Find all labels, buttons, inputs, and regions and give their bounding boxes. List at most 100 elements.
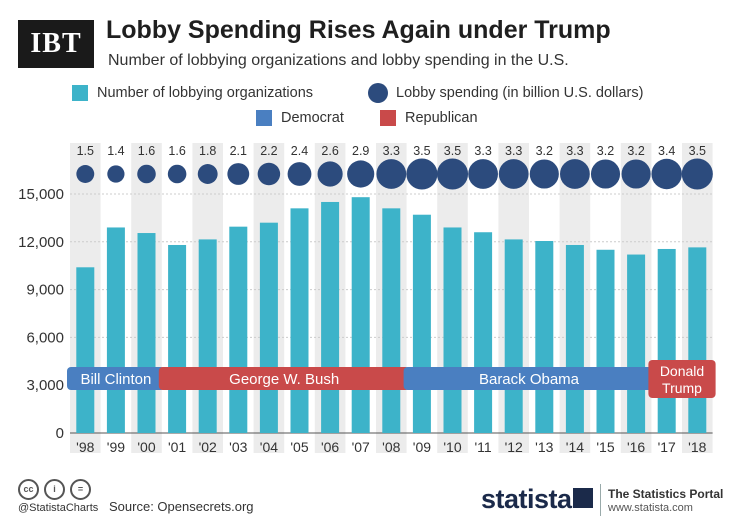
bar-lobbying-orgs	[412, 214, 431, 433]
x-tick-label: '15	[596, 439, 614, 455]
spending-label: 3.3	[505, 144, 522, 158]
x-tick-label: '00	[137, 439, 155, 455]
spending-label: 3.5	[689, 144, 706, 158]
attribution-icon: i	[44, 479, 65, 500]
president-label: Donald	[660, 363, 704, 379]
spending-label: 2.1	[230, 144, 247, 158]
bar-lobbying-orgs	[504, 239, 523, 433]
spending-label: 3.2	[536, 144, 553, 158]
cc-license-icon: cc	[18, 479, 39, 500]
spending-label: 1.4	[107, 144, 124, 158]
chart-title: Lobby Spending Rises Again under Trump	[106, 16, 611, 44]
statista-logo: statista	[481, 484, 572, 514]
x-tick-label: '98	[76, 439, 94, 455]
x-tick-label: '04	[260, 439, 278, 455]
chart-subtitle: Number of lobbying organizations and lob…	[108, 52, 569, 69]
bar-lobbying-orgs	[565, 244, 584, 433]
x-tick-label: '08	[382, 439, 400, 455]
president-label: George W. Bush	[229, 371, 339, 388]
y-tick-label: 9,000	[26, 282, 64, 299]
legend-republican: Republican	[380, 110, 478, 126]
spending-dot	[621, 159, 651, 189]
spending-dot	[167, 164, 187, 184]
legend-spending-label: Lobby spending (in billion U.S. dollars)	[396, 85, 644, 101]
spending-label: 1.8	[199, 144, 216, 158]
legend-democrat-label: Democrat	[281, 110, 344, 126]
president-band	[67, 367, 165, 390]
bar-lobbying-orgs	[474, 232, 493, 433]
president-band	[403, 367, 655, 390]
x-tick-label: '06	[321, 439, 339, 455]
footer-handle: @StatistaCharts	[18, 502, 99, 514]
bar-lobbying-orgs	[198, 239, 217, 433]
president-band	[648, 360, 716, 398]
spending-label: 3.3	[566, 144, 583, 158]
x-tick-label: '05	[290, 439, 308, 455]
x-tick-label: '13	[535, 439, 553, 455]
legend-spending-swatch	[368, 83, 388, 103]
bar-lobbying-orgs	[168, 244, 187, 433]
bar-lobbying-orgs	[596, 249, 615, 433]
x-tick-label: '18	[688, 439, 706, 455]
bar-lobbying-orgs	[229, 226, 248, 433]
footer-source: Source: Opensecrets.org	[109, 499, 254, 514]
legend-orgs-swatch	[72, 85, 88, 101]
spending-label: 3.4	[658, 144, 675, 158]
spending-dot	[287, 162, 312, 186]
x-tick-label: '11	[474, 439, 491, 455]
x-tick-label: '03	[229, 439, 247, 455]
x-tick-label: '09	[413, 439, 431, 455]
spending-label: 2.6	[321, 144, 338, 158]
spending-dot	[227, 163, 250, 185]
spending-label: 3.5	[444, 144, 461, 158]
ibt-logo: IBT	[18, 20, 94, 68]
x-tick-label: '14	[566, 439, 584, 455]
x-tick-label: '17	[658, 439, 676, 455]
spending-dot	[197, 164, 218, 184]
bar-lobbying-orgs	[535, 241, 554, 433]
legend-democrat: Democrat	[256, 110, 344, 126]
spending-label: 2.9	[352, 144, 369, 158]
spending-dot	[257, 162, 281, 186]
spending-dot	[107, 165, 125, 183]
x-tick-label: '99	[107, 439, 125, 455]
spending-dot	[681, 158, 713, 190]
x-tick-label: '01	[168, 439, 186, 455]
legend-republican-swatch	[380, 110, 396, 126]
bar-lobbying-orgs	[688, 247, 707, 433]
spending-label: 3.2	[597, 144, 614, 158]
legend-republican-label: Republican	[405, 110, 478, 126]
spending-label: 2.2	[260, 144, 277, 158]
spending-label: 2.4	[291, 144, 308, 158]
portal-title: The Statistics Portal	[608, 487, 724, 501]
bar-lobbying-orgs	[351, 197, 370, 433]
x-tick-label: '07	[352, 439, 370, 455]
spending-label: 3.2	[627, 144, 644, 158]
bar-lobbying-orgs	[443, 227, 462, 433]
spending-dot	[529, 159, 559, 189]
y-tick-label: 6,000	[26, 329, 64, 346]
spending-dot	[498, 159, 529, 189]
legend-spending: Lobby spending (in billion U.S. dollars)	[368, 83, 643, 103]
bar-lobbying-orgs	[382, 208, 401, 433]
bar-lobbying-orgs	[627, 254, 646, 433]
spending-label: 3.5	[413, 144, 430, 158]
spending-dot	[468, 159, 498, 189]
spending-dot	[347, 160, 375, 188]
spending-dot	[376, 159, 407, 189]
spending-label: 1.5	[77, 144, 94, 158]
no-derivatives-icon: =	[70, 479, 91, 500]
bar-lobbying-orgs	[137, 233, 156, 433]
bar-lobbying-orgs	[76, 267, 95, 433]
bar-lobbying-orgs	[290, 208, 309, 433]
spending-dot	[137, 164, 156, 184]
y-tick-label: 3,000	[26, 377, 64, 394]
portal-url: www.statista.com	[608, 502, 693, 514]
bar-lobbying-orgs	[321, 201, 340, 433]
spending-label: 3.3	[383, 144, 400, 158]
y-tick-label: 0	[56, 425, 64, 442]
legend-democrat-swatch	[256, 110, 272, 126]
y-tick-label: 12,000	[18, 234, 64, 251]
legend-orgs: Number of lobbying organizations	[72, 85, 313, 101]
bar-lobbying-orgs	[657, 248, 676, 433]
